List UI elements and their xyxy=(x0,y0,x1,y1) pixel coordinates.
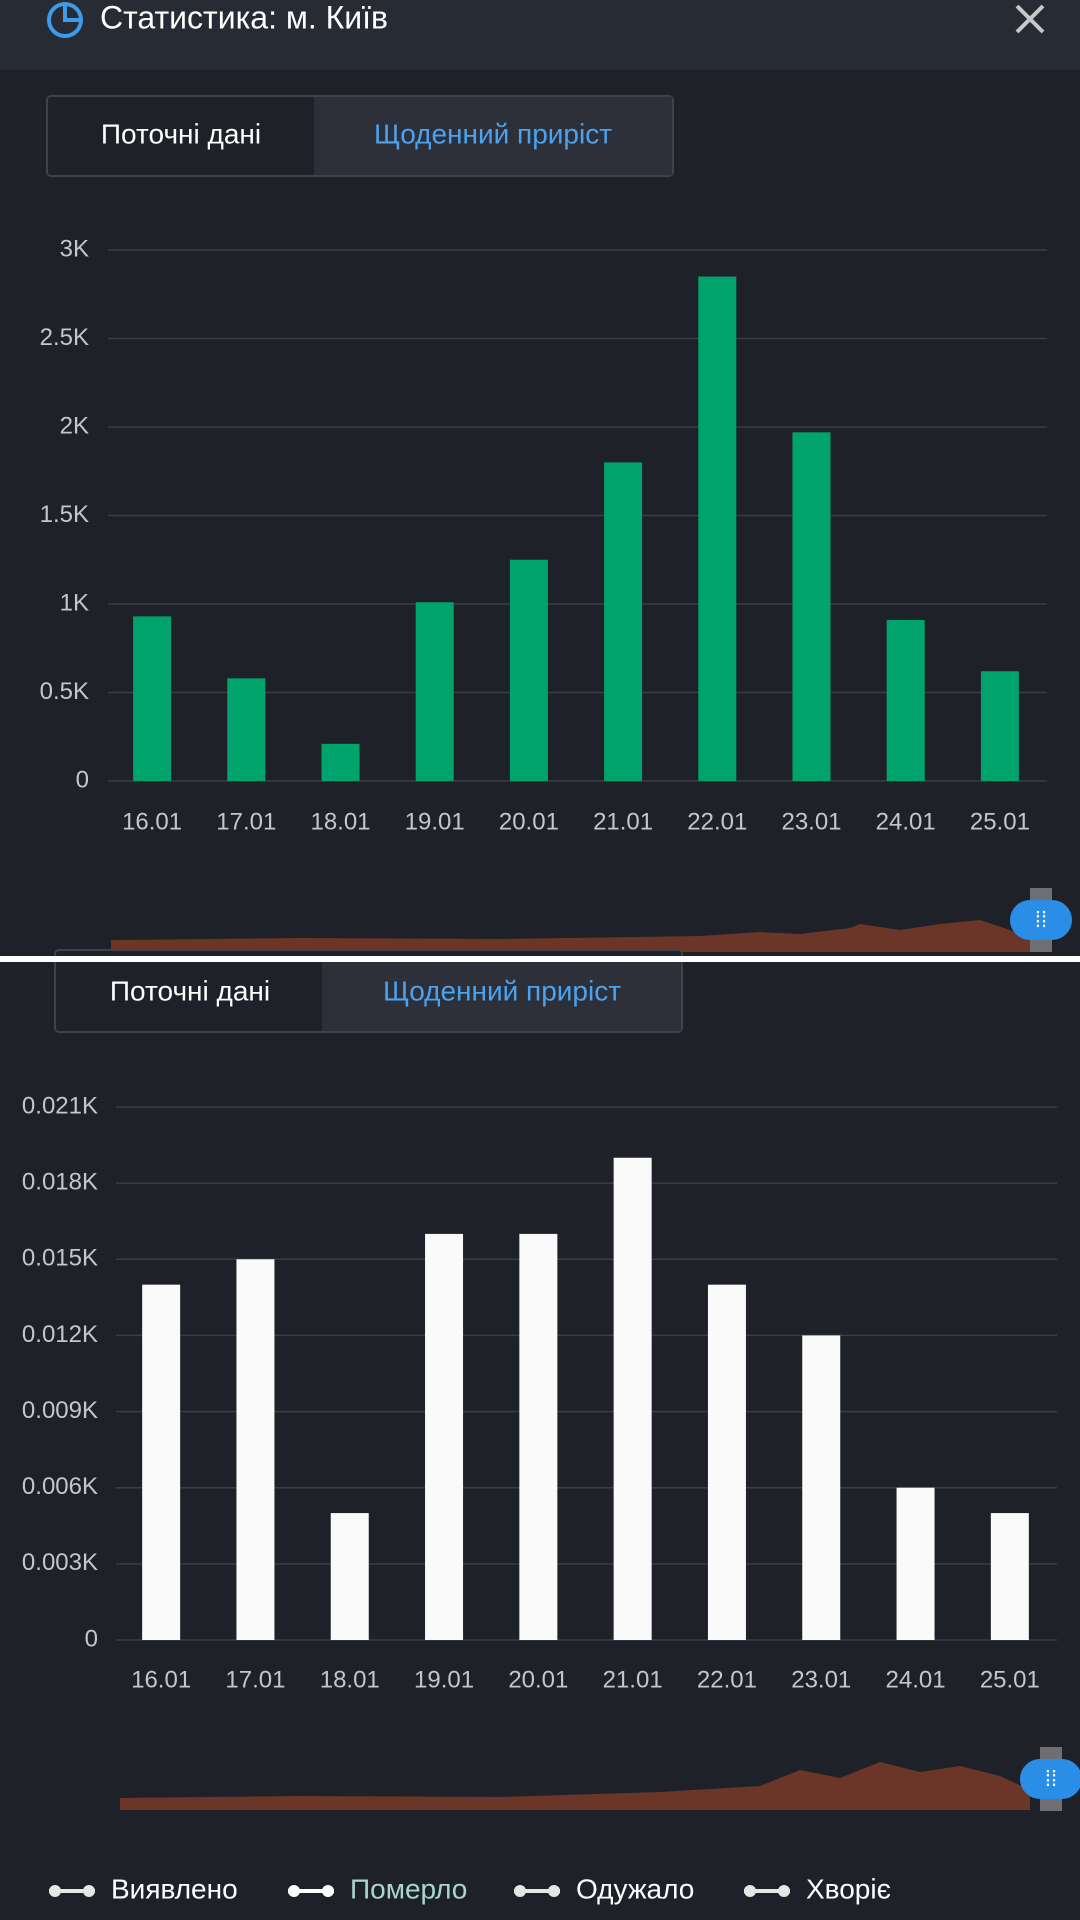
x-tick-label: 22.01 xyxy=(687,808,747,835)
legend-dot xyxy=(514,1885,526,1897)
bar xyxy=(321,743,360,781)
tab-active-bg xyxy=(314,97,672,175)
legend-label[interactable]: Одужало xyxy=(576,1873,694,1904)
y-tick-label: 1K xyxy=(60,589,89,616)
bar xyxy=(896,1487,935,1640)
bar xyxy=(425,1233,464,1640)
x-tick-label: 23.01 xyxy=(781,808,841,835)
y-tick-label: 3K xyxy=(60,235,89,262)
x-tick-label: 17.01 xyxy=(225,1666,285,1693)
x-tick-label: 16.01 xyxy=(131,1666,191,1693)
tab[interactable]: Поточні дані xyxy=(110,975,270,1006)
tab-active-bg xyxy=(322,962,681,1031)
y-tick-label: 0.012K xyxy=(22,1321,98,1348)
x-tick-label: 25.01 xyxy=(980,1666,1040,1693)
bar xyxy=(133,616,172,781)
x-tick-label: 24.01 xyxy=(886,1666,946,1693)
x-tick-label: 24.01 xyxy=(876,808,936,835)
legend-dot xyxy=(778,1885,790,1897)
range-handle[interactable] xyxy=(1010,900,1072,940)
range-handle-grip: ⁞⁞ xyxy=(1045,1766,1057,1791)
bar xyxy=(519,1233,558,1640)
y-tick-label: 0 xyxy=(76,766,89,793)
bar xyxy=(990,1513,1029,1640)
legend-label[interactable]: Хворіє xyxy=(806,1873,891,1904)
x-tick-label: 22.01 xyxy=(697,1666,757,1693)
legend-dot xyxy=(322,1885,334,1897)
bar xyxy=(886,619,925,781)
y-tick-label: 0.003K xyxy=(22,1549,98,1576)
legend-label[interactable]: Померло xyxy=(350,1873,467,1904)
bar xyxy=(980,671,1019,781)
y-tick-label: 0 xyxy=(85,1625,98,1652)
x-tick-label: 17.01 xyxy=(216,808,276,835)
x-tick-label: 18.01 xyxy=(310,808,370,835)
y-tick-label: 0.015K xyxy=(22,1245,98,1272)
divider xyxy=(0,956,1080,962)
x-tick-label: 16.01 xyxy=(122,808,182,835)
legend-label[interactable]: Виявлено xyxy=(111,1873,238,1904)
x-tick-label: 18.01 xyxy=(320,1666,380,1693)
y-tick-label: 0.021K xyxy=(22,1092,98,1119)
bar xyxy=(707,1284,746,1640)
legend-dot xyxy=(744,1885,756,1897)
bar xyxy=(792,432,831,781)
x-tick-label: 21.01 xyxy=(593,808,653,835)
bar xyxy=(415,602,454,781)
x-tick-label: 20.01 xyxy=(508,1666,568,1693)
close-button[interactable] xyxy=(1015,4,1045,34)
range-overview xyxy=(111,920,1030,952)
x-tick-label: 19.01 xyxy=(414,1666,474,1693)
bar xyxy=(330,1513,369,1640)
x-tick-label: 23.01 xyxy=(791,1666,851,1693)
y-tick-label: 0.018K xyxy=(22,1168,98,1195)
y-tick-label: 0.006K xyxy=(22,1473,98,1500)
x-tick-label: 21.01 xyxy=(603,1666,663,1693)
bar xyxy=(227,678,266,781)
legend-dot xyxy=(288,1885,300,1897)
bar xyxy=(604,462,643,781)
bar xyxy=(236,1259,275,1640)
bar xyxy=(613,1157,652,1640)
y-tick-label: 2.5K xyxy=(40,324,89,351)
range-handle[interactable] xyxy=(1020,1759,1080,1799)
header-title: Статистика: м. Київ xyxy=(100,0,388,35)
x-tick-label: 25.01 xyxy=(970,808,1030,835)
stats-icon xyxy=(47,2,83,38)
legend-dot xyxy=(83,1885,95,1897)
x-tick-label: 19.01 xyxy=(405,808,465,835)
bar xyxy=(802,1335,841,1640)
y-tick-label: 2K xyxy=(60,412,89,439)
bar xyxy=(698,276,737,781)
legend-dot xyxy=(49,1885,61,1897)
header-bar xyxy=(0,0,1080,70)
y-tick-label: 0.5K xyxy=(40,678,89,705)
bar xyxy=(142,1284,181,1640)
range-overview xyxy=(120,1762,1030,1810)
range-handle-grip: ⁞⁞ xyxy=(1035,907,1047,932)
bar xyxy=(509,559,548,781)
tab[interactable]: Щоденний приріст xyxy=(374,118,612,149)
tab[interactable]: Щоденний приріст xyxy=(383,975,621,1006)
y-tick-label: 0.009K xyxy=(22,1397,98,1424)
tab[interactable]: Поточні дані xyxy=(101,118,261,149)
y-tick-label: 1.5K xyxy=(40,501,89,528)
legend-dot xyxy=(548,1885,560,1897)
x-tick-label: 20.01 xyxy=(499,808,559,835)
